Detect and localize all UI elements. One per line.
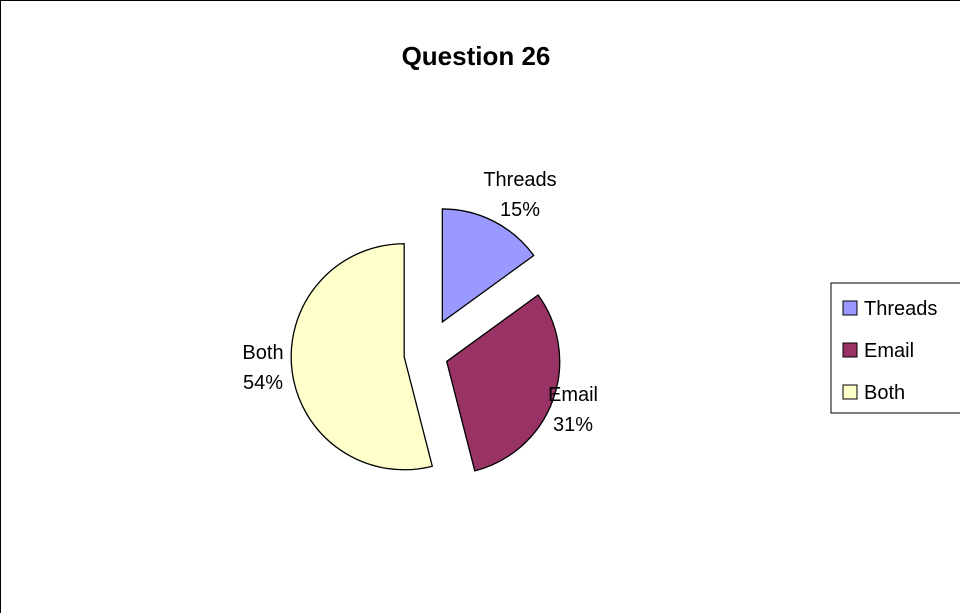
slice-label-both-name: Both [242,342,283,364]
legend-swatch-both [842,384,858,400]
slice-label-email-percent: 31% [553,414,593,436]
slice-label-threads-name: Threads [483,169,556,191]
slice-label-both-percent: 54% [243,372,283,394]
legend-label-email: Email [864,340,914,362]
pie-slice-email [445,294,561,472]
legend: Threads Email Both [830,282,960,414]
pie-slice-both [290,243,434,471]
chart-title: Question 26 [402,41,551,71]
slice-label-email-name: Email [548,384,598,406]
legend-label-threads: Threads [864,298,937,320]
slice-label-threads-percent: 15% [500,199,540,221]
legend-swatch-threads [842,300,858,316]
legend-label-both: Both [864,382,905,404]
pie-slices [290,208,561,472]
slice-labels: Threads 15% Email 31% Both 54% [242,169,598,436]
pie-slice-threads [441,208,535,324]
legend-swatch-email [842,342,858,358]
